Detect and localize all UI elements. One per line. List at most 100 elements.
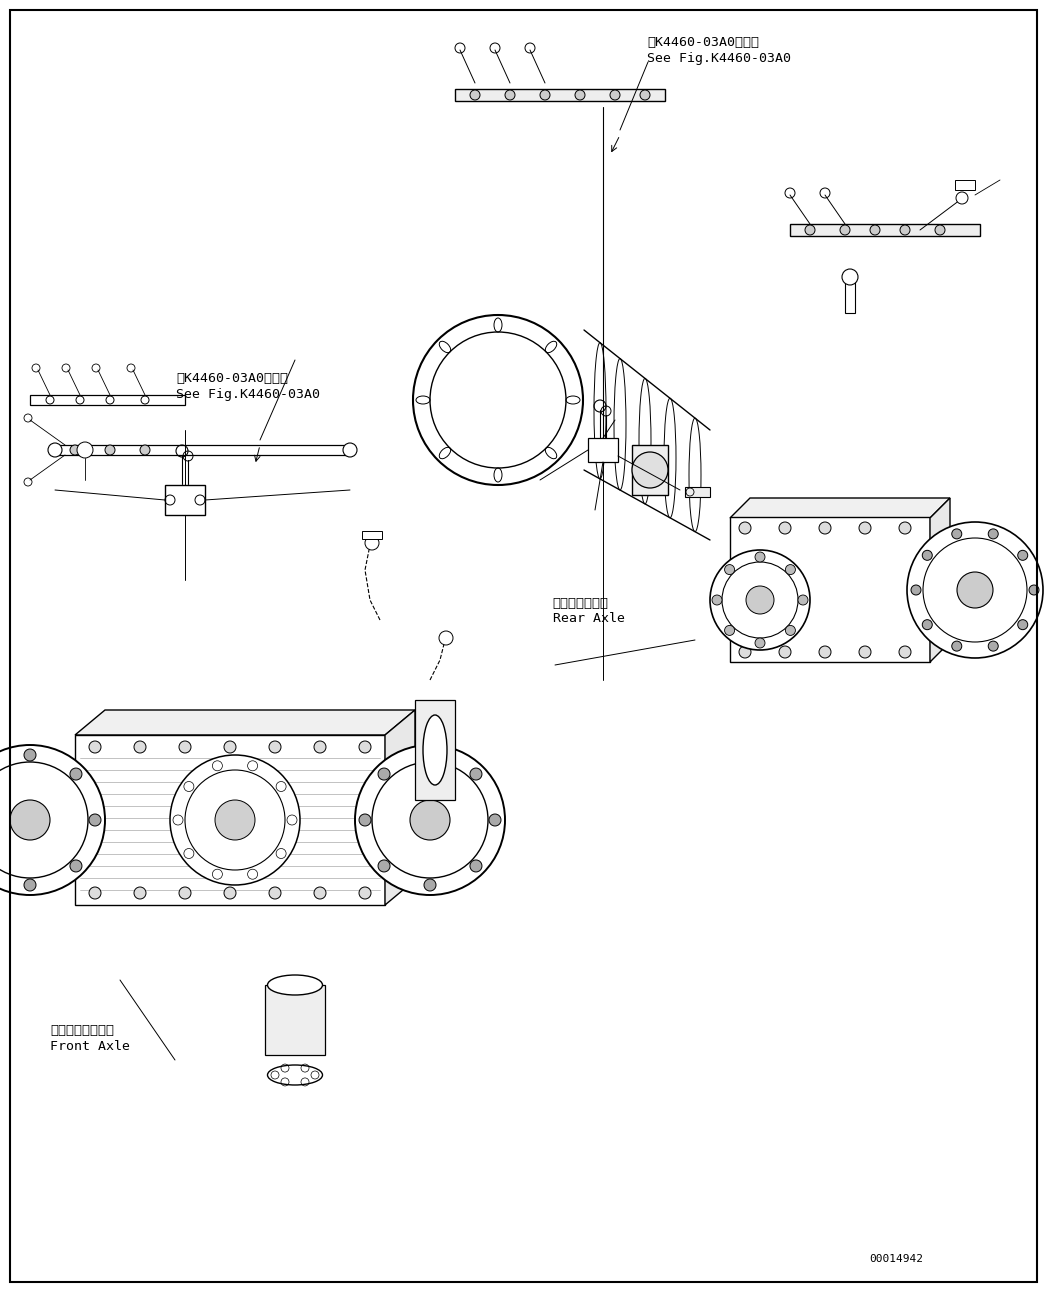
Circle shape: [540, 90, 550, 99]
Bar: [455, 89, 665, 101]
Ellipse shape: [267, 1065, 322, 1085]
Circle shape: [378, 767, 391, 780]
Ellipse shape: [267, 975, 322, 995]
Circle shape: [899, 522, 911, 534]
Circle shape: [24, 879, 36, 891]
Circle shape: [70, 767, 82, 780]
Circle shape: [105, 444, 115, 455]
Bar: [165, 484, 205, 516]
Circle shape: [134, 888, 146, 899]
Circle shape: [343, 443, 357, 457]
Circle shape: [224, 742, 236, 753]
Circle shape: [70, 444, 80, 455]
Bar: [790, 224, 980, 236]
Circle shape: [140, 444, 150, 455]
Bar: [685, 487, 710, 497]
Circle shape: [24, 749, 36, 761]
Circle shape: [957, 572, 993, 609]
Circle shape: [870, 225, 879, 235]
Bar: [265, 985, 325, 1056]
Circle shape: [988, 641, 998, 651]
Bar: [362, 531, 382, 539]
Text: Rear Axle: Rear Axle: [553, 612, 625, 625]
Circle shape: [470, 90, 480, 99]
Circle shape: [575, 90, 585, 99]
Circle shape: [725, 565, 735, 575]
Circle shape: [1018, 620, 1028, 629]
Text: フロントアクスル: フロントアクスル: [50, 1025, 114, 1037]
Circle shape: [505, 90, 515, 99]
Circle shape: [489, 814, 502, 826]
Circle shape: [378, 860, 391, 872]
Circle shape: [365, 536, 379, 550]
Circle shape: [747, 587, 774, 614]
Text: See Fig.K4460-03A0: See Fig.K4460-03A0: [176, 388, 320, 401]
Circle shape: [755, 638, 765, 649]
Circle shape: [859, 646, 871, 658]
Circle shape: [956, 193, 968, 204]
Text: Front Axle: Front Axle: [50, 1040, 130, 1053]
Circle shape: [359, 814, 371, 826]
Bar: [55, 444, 350, 455]
Bar: [30, 395, 185, 404]
Circle shape: [798, 596, 808, 605]
Circle shape: [907, 522, 1043, 658]
Circle shape: [755, 552, 765, 562]
Text: 第K4460-03A0図参照: 第K4460-03A0図参照: [647, 36, 759, 49]
Circle shape: [952, 528, 962, 539]
Polygon shape: [385, 711, 415, 904]
Circle shape: [314, 742, 326, 753]
Circle shape: [840, 225, 850, 235]
Circle shape: [413, 315, 583, 484]
Circle shape: [170, 755, 300, 885]
Circle shape: [640, 90, 650, 99]
Circle shape: [739, 646, 751, 658]
Circle shape: [424, 749, 436, 761]
Circle shape: [179, 742, 191, 753]
Circle shape: [470, 860, 482, 872]
Circle shape: [952, 641, 962, 651]
Circle shape: [710, 550, 810, 650]
Polygon shape: [930, 497, 950, 662]
Circle shape: [89, 742, 101, 753]
Circle shape: [410, 800, 450, 840]
Circle shape: [70, 860, 82, 872]
Text: 00014942: 00014942: [869, 1253, 923, 1264]
Circle shape: [610, 90, 620, 99]
Circle shape: [725, 625, 735, 636]
Circle shape: [632, 452, 668, 488]
Circle shape: [359, 888, 371, 899]
Circle shape: [224, 888, 236, 899]
Circle shape: [0, 745, 105, 895]
Polygon shape: [730, 497, 950, 518]
Bar: [955, 180, 975, 190]
Circle shape: [911, 585, 921, 596]
Circle shape: [899, 646, 911, 658]
Circle shape: [1029, 585, 1039, 596]
Ellipse shape: [423, 714, 447, 786]
Circle shape: [922, 620, 932, 629]
Bar: [415, 700, 455, 800]
Circle shape: [712, 596, 722, 605]
Circle shape: [779, 522, 790, 534]
Circle shape: [134, 742, 146, 753]
Circle shape: [922, 550, 932, 561]
Circle shape: [77, 442, 93, 457]
Circle shape: [1018, 550, 1028, 561]
Circle shape: [805, 225, 815, 235]
Circle shape: [439, 630, 453, 645]
Text: 第K4460-03A0図参照: 第K4460-03A0図参照: [176, 372, 288, 385]
Circle shape: [314, 888, 326, 899]
Circle shape: [89, 814, 101, 826]
Circle shape: [900, 225, 910, 235]
Circle shape: [48, 443, 62, 457]
Circle shape: [859, 522, 871, 534]
Circle shape: [739, 522, 751, 534]
Bar: [588, 438, 618, 463]
Bar: [730, 517, 930, 662]
Circle shape: [269, 742, 281, 753]
Circle shape: [359, 742, 371, 753]
Circle shape: [215, 800, 255, 840]
Circle shape: [424, 879, 436, 891]
Circle shape: [819, 646, 831, 658]
